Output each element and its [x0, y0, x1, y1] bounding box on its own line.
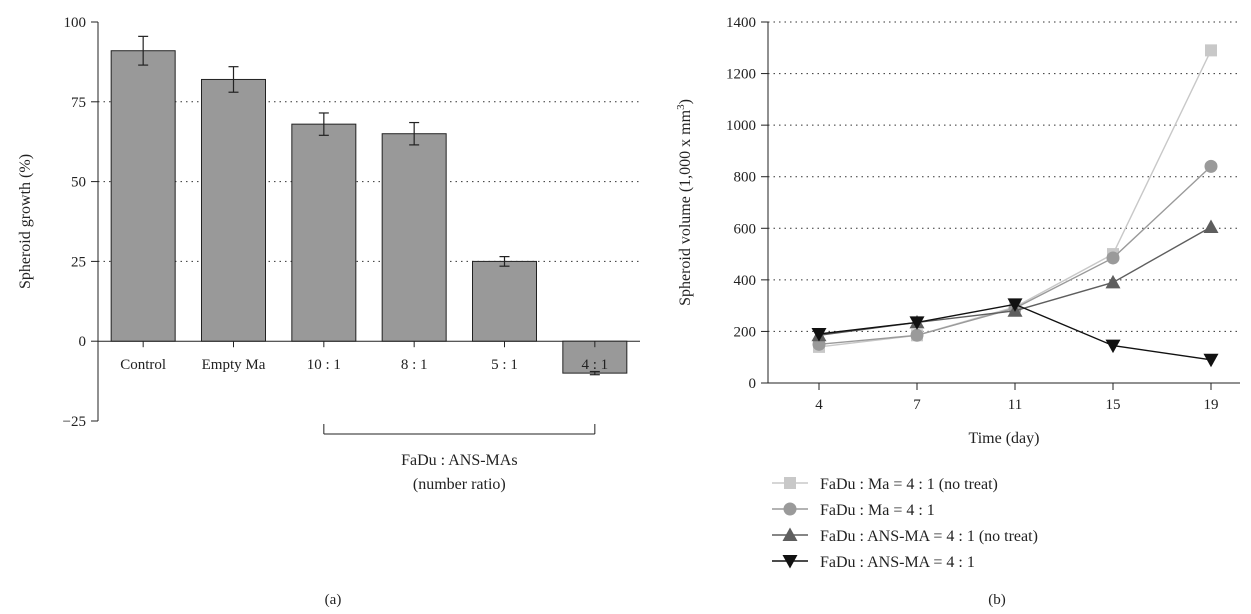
- x-tick-label: 15: [1106, 397, 1121, 413]
- data-point: [1203, 353, 1219, 368]
- bar: [291, 123, 357, 342]
- x-category-label: 4 : 1: [581, 357, 608, 373]
- series-line: [818, 165, 1212, 346]
- y-tick-label: 200: [734, 324, 757, 340]
- x-category-label: Empty Ma: [202, 357, 266, 373]
- data-point: [909, 316, 925, 330]
- y-tick-label: 50: [71, 175, 86, 191]
- bar: [201, 78, 266, 342]
- x-axis-title: Time (day): [969, 430, 1040, 447]
- panel-caption-b: (b): [988, 592, 1006, 608]
- y-tick-label: 1200: [726, 67, 756, 83]
- x-tick-label: 7: [913, 397, 921, 413]
- x-tick-label: 11: [1008, 397, 1022, 413]
- data-point: [1204, 159, 1218, 173]
- data-point: [1105, 274, 1121, 289]
- bar: [472, 260, 537, 342]
- panel-caption-a: (a): [325, 592, 342, 608]
- group-sublabel: (number ratio): [413, 476, 506, 493]
- series-line: [818, 226, 1212, 336]
- y-axis-title-superscript: 3: [675, 104, 687, 110]
- legend-marker: [782, 555, 798, 569]
- y-tick-label: −25: [63, 414, 86, 430]
- y-tick-label: 400: [734, 273, 757, 289]
- group-label: FaDu : ANS-MAs: [401, 452, 517, 469]
- legend-label: FaDu : Ma = 4 : 1 (no treat): [820, 476, 998, 493]
- y-tick-label: 1400: [726, 15, 756, 31]
- legend-label: FaDu : ANS-MA = 4 : 1: [820, 554, 975, 571]
- legend-label: FaDu : Ma = 4 : 1: [820, 502, 935, 519]
- legend-marker: [782, 527, 798, 541]
- y-tick-label: 100: [64, 15, 87, 31]
- bar: [381, 133, 447, 342]
- x-category-label: Control: [120, 357, 166, 373]
- y-tick-label: 75: [71, 95, 86, 111]
- data-point: [811, 328, 827, 342]
- y-axis-title-tail: ): [677, 99, 694, 104]
- data-point: [1203, 219, 1219, 233]
- y-tick-label: 25: [71, 254, 86, 270]
- x-category-label: 10 : 1: [307, 357, 341, 373]
- legend-marker: [783, 502, 797, 516]
- x-tick-label: 4: [815, 397, 823, 413]
- bar: [110, 50, 176, 342]
- x-category-label: 5 : 1: [491, 357, 518, 373]
- y-axis-title: Spheroid growth (%): [17, 154, 34, 289]
- bar-chart-panel-a: 100 75 50 25 0 −25 Spheroid growth (%) Control E…: [17, 15, 640, 608]
- y-tick-label: 0: [749, 376, 757, 392]
- data-point: [1205, 44, 1217, 57]
- y-axis-title: Spheroid volume (1,000 x mm3): [675, 99, 694, 306]
- data-point: [910, 328, 924, 342]
- y-tick-label: 1000: [726, 118, 756, 134]
- data-point: [1007, 298, 1023, 312]
- y-tick-label: 0: [79, 334, 87, 350]
- data-point: [1105, 339, 1121, 354]
- y-tick-label: 600: [734, 221, 757, 237]
- x-tick-label: 19: [1204, 397, 1219, 413]
- line-chart-panel-b: 0 200 400 600 800 1000 1200 1400 4 7 11 15 19 Time (d…: [675, 15, 1240, 608]
- y-axis-title-main: Spheroid volume (1,000 x mm: [677, 109, 694, 306]
- y-tick-label: 800: [734, 170, 757, 186]
- data-point: [1106, 251, 1120, 265]
- x-category-label: 8 : 1: [401, 357, 428, 373]
- legend-label: FaDu : ANS-MA = 4 : 1 (no treat): [820, 528, 1038, 545]
- legend-marker: [784, 477, 796, 489]
